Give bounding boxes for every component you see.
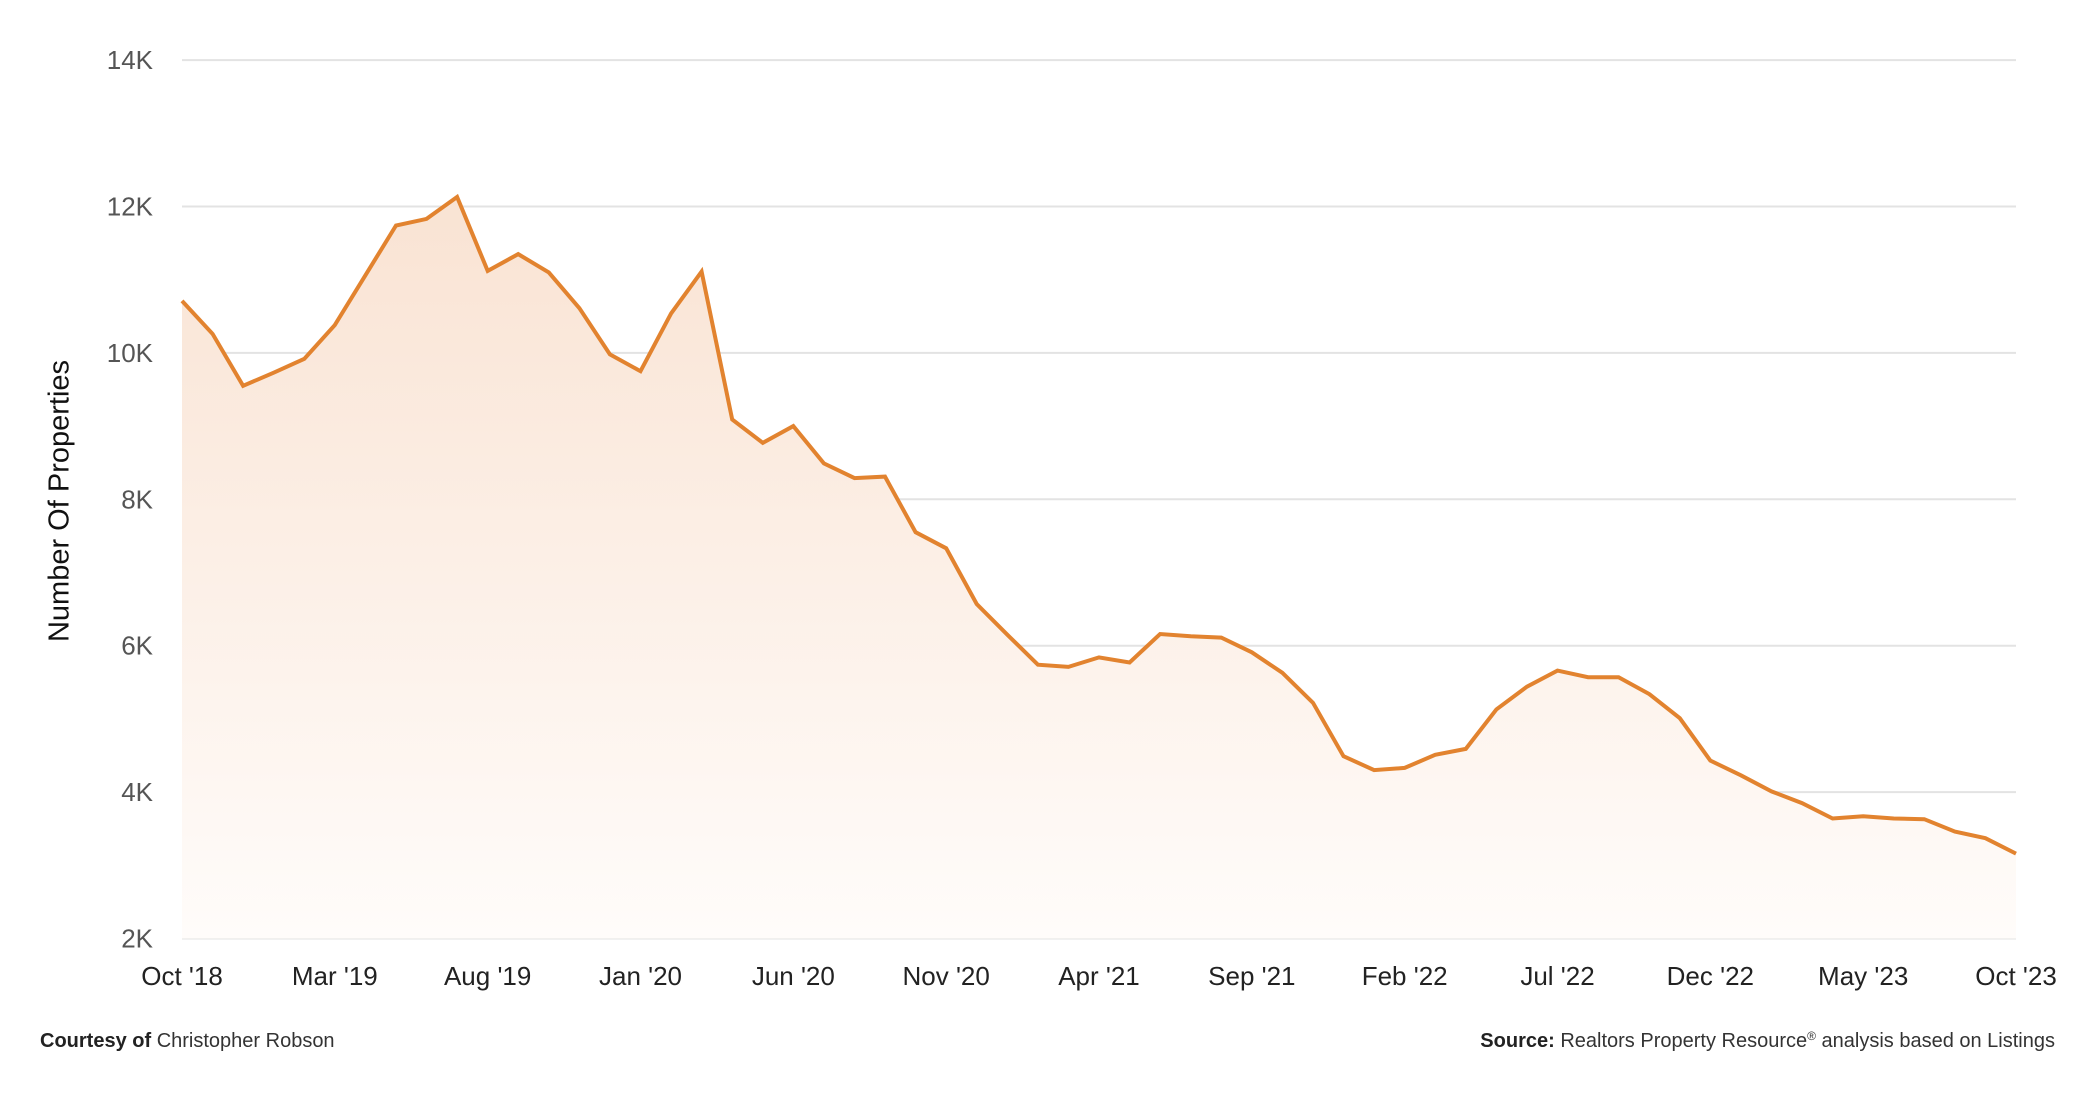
x-tick-label: Feb '22	[1362, 961, 1448, 991]
source-label: Source:	[1480, 1030, 1555, 1052]
x-tick-label: May '23	[1818, 961, 1908, 991]
y-tick-label: 4K	[121, 777, 153, 807]
source-suffix: analysis based on Listings	[1821, 1030, 2055, 1052]
y-tick-label: 2K	[121, 924, 153, 954]
area-fill	[182, 197, 2016, 939]
courtesy-name: Christopher Robson	[156, 1030, 335, 1052]
y-tick-label: 12K	[107, 192, 154, 222]
y-axis-ticks: 2K 4K 6K 8K 10K 12K 14K	[107, 45, 154, 953]
x-tick-label: Sep '21	[1208, 961, 1295, 991]
courtesy-label: Courtesy of	[40, 1030, 152, 1052]
y-tick-label: 14K	[107, 45, 154, 75]
x-tick-label: Jan '20	[599, 961, 682, 991]
x-tick-label: Aug '19	[444, 961, 531, 991]
courtesy-credit: Courtesy of Christopher Robson	[40, 1030, 335, 1053]
registered-mark: ®	[1807, 1029, 1816, 1043]
source-text: Realtors Property Resource	[1560, 1030, 1808, 1052]
y-tick-label: 10K	[107, 338, 154, 368]
y-axis-title: Number Of Properties	[43, 359, 76, 643]
x-tick-label: Dec '22	[1667, 961, 1754, 991]
y-tick-label: 8K	[121, 484, 153, 514]
x-tick-label: Jul '22	[1520, 961, 1594, 991]
data-line	[180, 193, 2017, 856]
x-tick-label: Oct '18	[141, 961, 223, 991]
x-axis-ticks: Oct '18 Mar '19 Aug '19 Jan '20 Jun '20 Nov '…	[141, 961, 2057, 991]
x-tick-label: Jun '20	[752, 961, 835, 991]
y-tick-label: 6K	[121, 631, 153, 661]
source-credit: Source: Realtors Property Resource® anal…	[1480, 1030, 2055, 1053]
x-tick-label: Nov '20	[902, 961, 989, 991]
x-tick-label: Mar '19	[292, 961, 378, 991]
x-tick-label: Oct '23	[1975, 961, 2057, 991]
x-tick-label: Apr '21	[1058, 961, 1140, 991]
